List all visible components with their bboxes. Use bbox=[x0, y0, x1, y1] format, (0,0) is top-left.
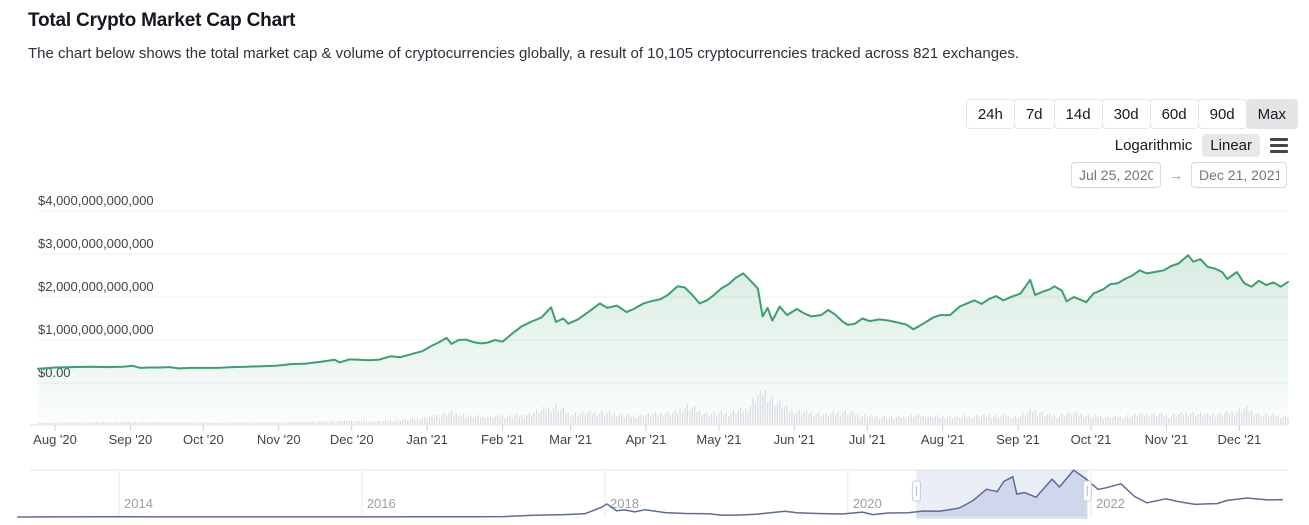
end-date-input[interactable] bbox=[1191, 162, 1287, 188]
date-range-row: → bbox=[1071, 162, 1287, 188]
navigator-handle-right[interactable] bbox=[1082, 480, 1092, 502]
arrow-right-icon: → bbox=[1169, 167, 1183, 183]
scale-option-linear[interactable]: Linear bbox=[1202, 133, 1260, 157]
x-axis-label: Nov '21 bbox=[1145, 432, 1189, 447]
market-cap-line bbox=[37, 254, 1289, 370]
range-button-30d[interactable]: 30d bbox=[1101, 99, 1151, 129]
navigator-year-label: 2018 bbox=[610, 496, 639, 511]
time-range-button-group: 24h 7d 14d 30d 60d 90d Max bbox=[965, 99, 1298, 129]
navigator-selection[interactable] bbox=[916, 470, 1088, 517]
y-axis-labels: $4,000,000,000,000 $3,000,000,000,000 $2,0… bbox=[38, 193, 154, 380]
range-button-24h[interactable]: 24h bbox=[965, 99, 1015, 129]
y-axis-label: $3,000,000,000,000 bbox=[38, 236, 154, 251]
navigator-line bbox=[17, 469, 1283, 518]
range-button-90d[interactable]: 90d bbox=[1197, 99, 1247, 129]
x-axis-label: Jun '21 bbox=[774, 432, 816, 447]
x-axis: Aug '20 Sep '20 Oct '20 Nov '20 Dec '20 Jan '… bbox=[30, 424, 1288, 447]
y-axis-label: $2,000,000,000,000 bbox=[38, 279, 154, 294]
x-axis-label: Aug '21 bbox=[921, 432, 965, 447]
page-header: Total Crypto Market Cap Chart The chart … bbox=[28, 0, 1019, 62]
range-button-14d[interactable]: 14d bbox=[1053, 99, 1103, 129]
x-axis-label: May '21 bbox=[696, 432, 741, 447]
x-axis-label: Sep '21 bbox=[996, 432, 1040, 447]
range-button-7d[interactable]: 7d bbox=[1013, 99, 1055, 129]
x-axis-label: Mar '21 bbox=[549, 432, 592, 447]
start-date-input[interactable] bbox=[1071, 162, 1161, 188]
navigator-year-label: 2014 bbox=[124, 496, 153, 511]
range-button-max[interactable]: Max bbox=[1245, 99, 1298, 129]
x-axis-label: Jul '21 bbox=[849, 432, 886, 447]
x-axis-label: Aug '20 bbox=[33, 432, 77, 447]
scale-option-logarithmic[interactable]: Logarithmic bbox=[1114, 136, 1193, 154]
scale-toggle-row: Logarithmic Linear bbox=[1115, 133, 1288, 157]
x-axis-label: Nov '20 bbox=[257, 432, 301, 447]
hamburger-icon[interactable] bbox=[1270, 137, 1288, 153]
range-button-60d[interactable]: 60d bbox=[1149, 99, 1199, 129]
page-subtitle: The chart below shows the total market c… bbox=[28, 45, 1020, 62]
navigator: 2014 2016 2018 2020 2022 bbox=[17, 469, 1288, 519]
navigator-year-label: 2020 bbox=[853, 496, 882, 511]
x-axis-label: Jan '21 bbox=[406, 432, 448, 447]
navigator-handle-left[interactable] bbox=[911, 480, 921, 502]
x-axis-label: Oct '21 bbox=[1071, 432, 1112, 447]
y-axis-label: $1,000,000,000,000 bbox=[38, 322, 154, 337]
x-axis-label: Oct '20 bbox=[183, 432, 224, 447]
x-axis-label: Dec '21 bbox=[1218, 432, 1262, 447]
navigator-year-label: 2022 bbox=[1096, 496, 1125, 511]
y-axis-label: $4,000,000,000,000 bbox=[38, 193, 154, 208]
navigator-year-label: 2016 bbox=[367, 496, 396, 511]
chart-controls: 24h 7d 14d 30d 60d 90d Max Logarithmic Linear … bbox=[965, 99, 1298, 188]
x-axis-label: Feb '21 bbox=[481, 432, 524, 447]
volume-bars bbox=[37, 390, 1289, 424]
x-axis-label: Sep '20 bbox=[109, 432, 153, 447]
x-axis-label: Apr '21 bbox=[626, 432, 667, 447]
x-axis-label: Dec '20 bbox=[330, 432, 374, 447]
market-cap-area bbox=[38, 255, 1288, 425]
page-title: Total Crypto Market Cap Chart bbox=[28, 10, 296, 31]
